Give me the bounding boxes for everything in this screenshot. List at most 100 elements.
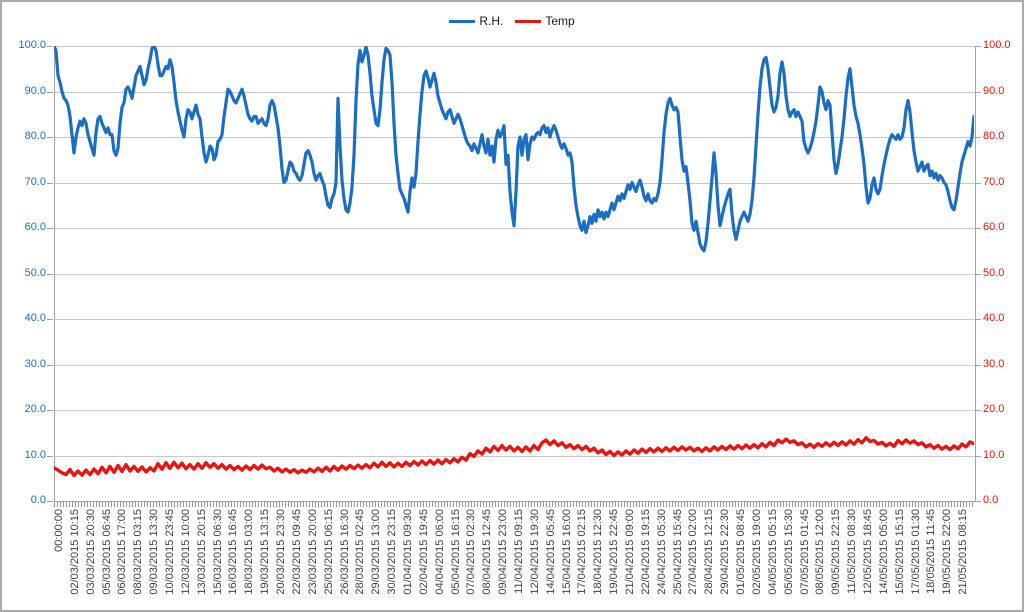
legend-item-temp[interactable]: Temp xyxy=(515,14,575,28)
x-axis-label: 17/04/2015 02:15 xyxy=(576,509,589,595)
y-axis-tick-left xyxy=(47,319,53,320)
y-axis-tick-right xyxy=(975,319,981,320)
x-axis-label: 05/05/2015 15:30 xyxy=(782,509,795,595)
y-gridline xyxy=(55,92,975,93)
y-gridline xyxy=(55,365,975,366)
y-axis-tick-left xyxy=(47,501,53,502)
x-axis-label: 09/04/2015 23:00 xyxy=(497,509,510,595)
x-axis-label: 15/05/2015 15:15 xyxy=(893,509,906,595)
x-axis-label: 21/05/2015 08:15 xyxy=(957,509,970,595)
x-axis-label: 18/03/2015 03:00 xyxy=(243,509,256,595)
y-axis-tick-right xyxy=(975,183,981,184)
y-axis-label-left: 90.0 xyxy=(24,85,46,97)
series-layer[interactable] xyxy=(54,46,974,501)
y-gridline xyxy=(55,228,975,229)
x-axis-label: 12/04/2015 19:30 xyxy=(528,509,541,595)
x-axis-label: 04/05/2015 05:15 xyxy=(766,509,779,595)
series-line-temp[interactable] xyxy=(54,436,974,478)
x-axis-label: 11/04/2015 09:15 xyxy=(513,509,525,594)
x-axis-label: 07/04/2015 02:30 xyxy=(465,509,478,595)
x-axis-label: 06/03/2015 17:00 xyxy=(116,509,129,595)
x-axis-label: 12/03/2015 10:00 xyxy=(179,509,192,595)
y-axis-label-left: 80.0 xyxy=(24,130,46,142)
legend-label-temp: Temp xyxy=(545,14,575,28)
x-axis-label: 20/03/2015 23:30 xyxy=(275,509,288,595)
x-axis-label: 04/04/2015 06:00 xyxy=(433,509,446,595)
y-axis-tick-right xyxy=(975,92,981,93)
y-axis-label-left: 0.0 xyxy=(30,494,46,506)
x-axis-label: 10/03/2015 23:45 xyxy=(164,509,177,595)
x-axis-label: 02/04/2015 19:45 xyxy=(417,509,430,595)
x-axis-label: 18/04/2015 12:30 xyxy=(592,509,605,595)
y-axis-label-left: 40.0 xyxy=(24,312,46,324)
x-axis-tick-strip xyxy=(54,502,975,507)
y-gridline xyxy=(55,137,975,138)
x-axis-label: 19/05/2015 22:00 xyxy=(941,509,954,595)
x-axis-label: 23/03/2015 20:00 xyxy=(306,509,319,595)
chart-legend[interactable]: R.H. Temp xyxy=(2,12,1022,30)
x-axis-label: 28/04/2015 12:15 xyxy=(703,509,716,595)
y-axis-tick-right xyxy=(975,46,981,47)
y-axis-label-right: 80.0 xyxy=(983,130,1005,142)
y-axis-label-right: 0.0 xyxy=(983,494,999,506)
y-axis-tick-right xyxy=(975,228,981,229)
y-axis-tick-left xyxy=(47,228,53,229)
x-axis-label: 00:00:00 xyxy=(53,509,65,552)
y-axis-tick-left xyxy=(47,46,53,47)
x-axis-label: 22/03/2015 09:45 xyxy=(290,509,303,595)
y-axis-tick-left xyxy=(47,410,53,411)
x-axis-label: 22/04/2015 19:15 xyxy=(639,509,652,595)
y-gridline xyxy=(55,274,975,275)
x-axis-label: 25/03/2015 06:15 xyxy=(322,509,335,595)
x-axis-label: 30/03/2015 23:15 xyxy=(386,509,399,595)
x-axis-label: 13/03/2015 20:15 xyxy=(195,509,208,595)
y-axis-tick-right xyxy=(975,410,981,411)
y-gridline xyxy=(55,46,975,47)
y-axis-label-right: 90.0 xyxy=(983,85,1005,97)
x-axis-label: 19/03/2015 13:15 xyxy=(259,509,272,595)
legend-label-rh: R.H. xyxy=(479,14,504,28)
x-axis-label: 18/05/2015 11:45 xyxy=(925,509,938,594)
y-axis-label-right: 10.0 xyxy=(983,449,1005,461)
x-axis-label: 15/03/2015 06:30 xyxy=(211,509,224,595)
x-axis-label: 08/05/2015 12:00 xyxy=(814,509,827,595)
y-axis-tick-left xyxy=(47,137,53,138)
y-axis-tick-left xyxy=(47,365,53,366)
x-axis-label: 02/05/2015 19:00 xyxy=(750,509,763,595)
x-axis-label: 27/04/2015 02:00 xyxy=(687,509,700,595)
x-axis-label: 08/04/2015 12:45 xyxy=(481,509,494,595)
y-axis-tick-right xyxy=(975,274,981,275)
y-axis-label-right: 50.0 xyxy=(983,267,1005,279)
y-axis-label-left: 20.0 xyxy=(24,403,46,415)
y-axis-tick-left xyxy=(47,92,53,93)
y-gridline xyxy=(55,319,975,320)
y-axis-label-left: 50.0 xyxy=(24,267,46,279)
x-axis-label: 26/03/2015 16:30 xyxy=(338,509,351,595)
y-axis-label-left: 30.0 xyxy=(24,358,46,370)
y-axis-tick-left xyxy=(47,183,53,184)
x-axis-label: 25/04/2015 15:45 xyxy=(671,509,684,595)
y-axis-label-right: 30.0 xyxy=(983,358,1005,370)
x-axis-label: 02/03/2015 10:15 xyxy=(68,509,81,595)
x-axis-label: 24/04/2015 05:30 xyxy=(655,509,668,595)
legend-item-rh[interactable]: R.H. xyxy=(449,14,503,28)
y-axis-label-left: 10.0 xyxy=(24,449,46,461)
x-axis-label: 03/03/2015 20:30 xyxy=(84,509,97,595)
x-axis-label: 15/04/2015 16:00 xyxy=(560,509,573,595)
y-axis-tick-left xyxy=(47,274,53,275)
y-axis-label-right: 70.0 xyxy=(983,176,1005,188)
y-axis-label-left: 70.0 xyxy=(24,176,46,188)
y-axis-tick-right xyxy=(975,137,981,138)
y-axis-tick-left xyxy=(47,456,53,457)
series-line-rh[interactable] xyxy=(54,46,974,253)
x-axis-label: 01/05/2015 08:45 xyxy=(735,509,748,595)
y-axis-label-left: 100.0 xyxy=(18,39,46,51)
x-axis-label: 19/04/2015 22:45 xyxy=(608,509,621,595)
x-axis-label: 05/03/2015 06:45 xyxy=(100,509,113,595)
y-axis-label-right: 40.0 xyxy=(983,312,1005,324)
x-axis-label: 28/03/2015 02:45 xyxy=(354,509,367,595)
x-axis-label: 14/05/2015 05:00 xyxy=(877,509,890,595)
y-gridline xyxy=(55,410,975,411)
y-axis-label-right: 20.0 xyxy=(983,403,1005,415)
